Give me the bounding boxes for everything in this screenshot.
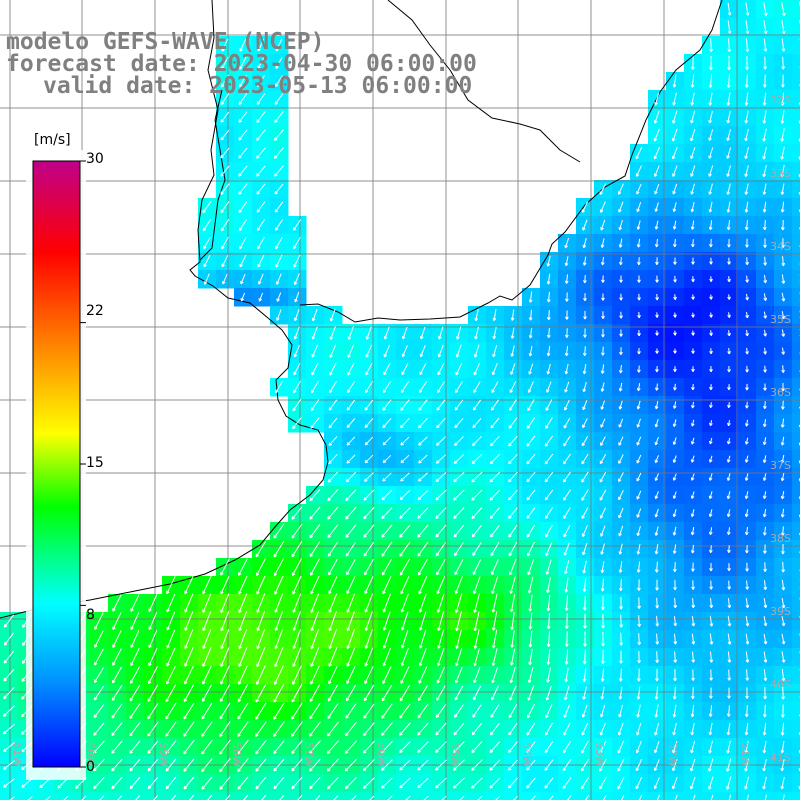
lon-label: 54W [520,742,533,767]
lon-label: 59W [157,742,170,767]
colorbar-unit: [m/s] [34,132,71,148]
lon-label: 61W [11,742,24,767]
lat-label: 41S [770,751,791,764]
colorbar-tick-0: 0 [86,759,95,775]
lon-label: 55W [448,742,461,767]
lat-label: 36S [770,386,791,399]
lon-label: 53W [593,742,606,767]
lat-label: 34S [770,240,791,253]
lon-label: 58W [230,742,243,767]
lon-label: 60W [84,742,97,767]
lat-label: 32S [770,94,791,107]
lat-label: 38S [770,532,791,545]
coastline [0,0,723,619]
lat-label: 35S [770,313,791,326]
lon-label: 56W [375,742,388,767]
lat-label: 33S [770,167,791,180]
lat-label: 39S [770,605,791,618]
latitude-labels: 32S 33S 34S 35S 36S 37S 38S 39S 40S 41S [770,94,791,764]
colorbar-tick-marks [80,160,86,768]
colorbar [32,160,81,768]
colorbar-tick-22: 22 [86,303,104,319]
colorbar-tick-8: 8 [86,607,95,623]
lat-label: 40S [770,678,791,691]
longitude-labels: 61W 60W 59W 58W 57W 56W 55W 54W 53W 52W 51W [11,742,752,767]
colorbar-tick-30: 30 [86,151,104,167]
colorbar-tick-15: 15 [86,455,104,471]
lon-label: 51W [739,742,752,767]
lon-label: 52W [666,742,679,767]
lat-label: 37S [770,459,791,472]
lon-label: 57W [302,742,315,767]
